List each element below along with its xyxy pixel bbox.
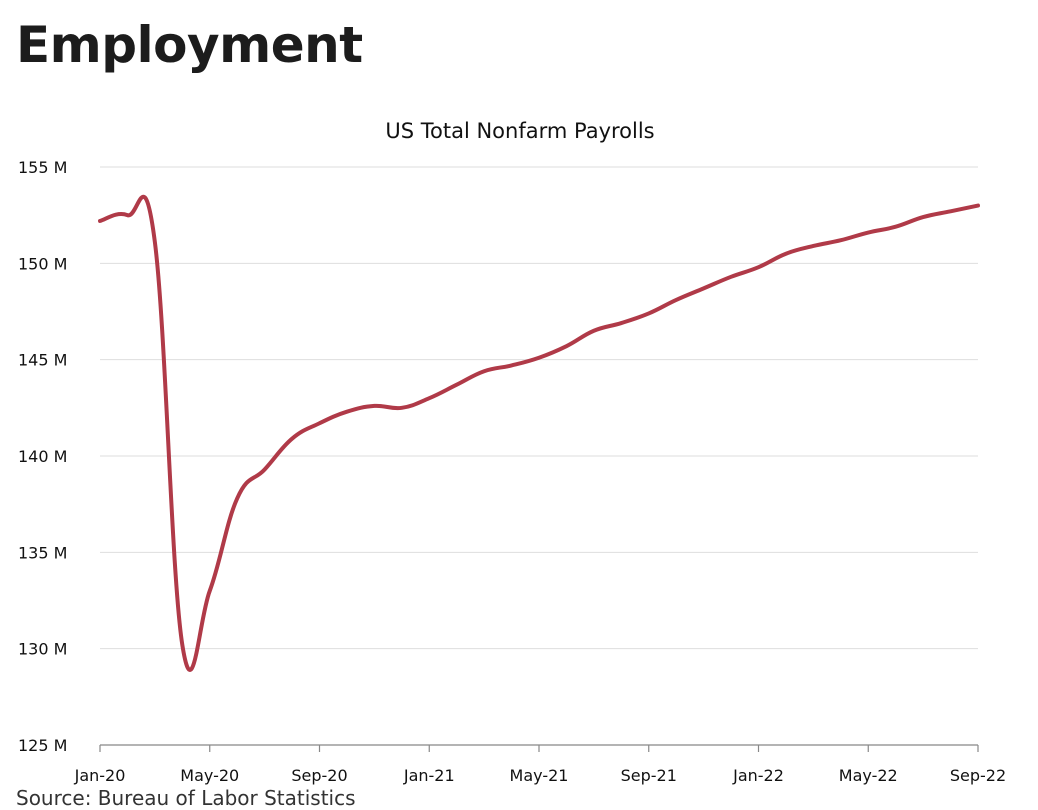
x-tick-label: May-22 — [839, 766, 898, 785]
y-tick-label: 140 M — [18, 447, 67, 466]
chart-title: US Total Nonfarm Payrolls — [385, 119, 654, 143]
y-tick-label: 125 M — [18, 736, 67, 755]
y-tick-label: 155 M — [18, 158, 67, 177]
payrolls-series-line — [98, 194, 980, 672]
x-tick-label: Sep-20 — [291, 766, 347, 785]
y-tick-label: 130 M — [18, 640, 67, 659]
x-tick-label: Jan-22 — [732, 766, 784, 785]
axes: 125 M 130 M 135 M 140 M 145 M 150 M 155 M Jan-2… — [18, 158, 1006, 785]
series-layer — [98, 194, 980, 672]
source-note: Source: Bureau of Labor Statistics — [16, 786, 356, 810]
x-tick-label: Sep-22 — [950, 766, 1006, 785]
y-tick-label: 150 M — [18, 254, 67, 273]
x-tick-label: May-20 — [180, 766, 239, 785]
page-title: Employment — [16, 16, 363, 74]
y-tick-label: 135 M — [18, 543, 67, 562]
x-tick-label: Jan-21 — [403, 766, 455, 785]
x-tick-label: Sep-21 — [621, 766, 677, 785]
y-tick-label: 145 M — [18, 351, 67, 370]
x-tick-label: Jan-20 — [74, 766, 126, 785]
x-tick-label: May-21 — [510, 766, 569, 785]
